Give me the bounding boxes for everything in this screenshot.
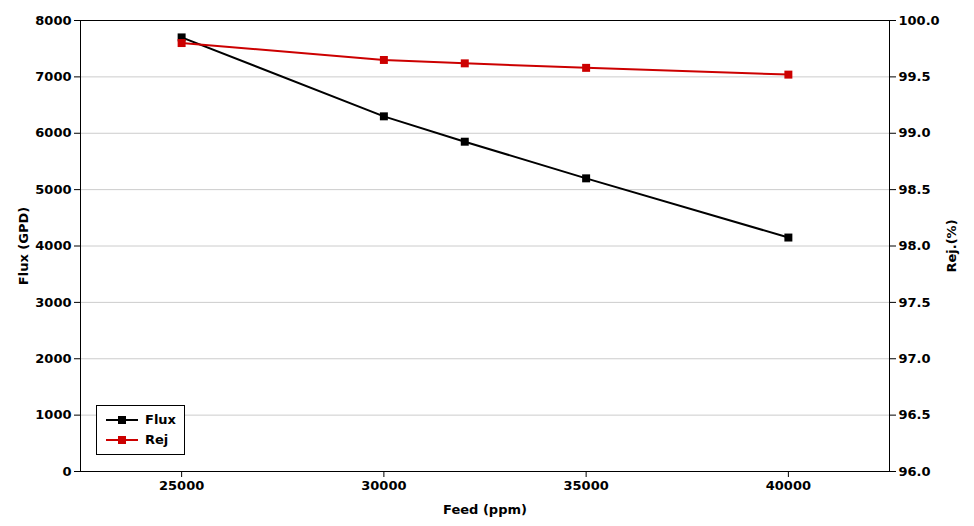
svg-text:8000: 8000 [35, 13, 71, 28]
svg-text:Flux (GPD): Flux (GPD) [16, 207, 31, 285]
svg-text:Feed (ppm): Feed (ppm) [443, 502, 527, 517]
svg-text:1000: 1000 [35, 407, 71, 422]
svg-text:100.0: 100.0 [899, 13, 940, 28]
svg-text:Rej.(%): Rej.(%) [944, 219, 959, 272]
svg-text:97.5: 97.5 [899, 295, 931, 310]
html-text:Rej: Rej [145, 432, 169, 447]
svg-text:98.5: 98.5 [899, 182, 931, 197]
svg-text:5000: 5000 [35, 182, 71, 197]
svg-text:7000: 7000 [35, 69, 71, 84]
svg-text:99.0: 99.0 [899, 125, 931, 140]
svg-text:30000: 30000 [361, 478, 406, 493]
svg-text:0: 0 [62, 464, 71, 479]
svg-text:25000: 25000 [159, 478, 204, 493]
svg-text:35000: 35000 [564, 478, 609, 493]
svg-text:4000: 4000 [35, 238, 71, 253]
svg-text:98.0: 98.0 [899, 238, 931, 253]
html-text:Flux: Flux [145, 412, 176, 427]
svg-text:6000: 6000 [35, 125, 71, 140]
svg-text:99.5: 99.5 [899, 69, 931, 84]
svg-text:2000: 2000 [35, 351, 71, 366]
svg-text:40000: 40000 [766, 478, 811, 493]
svg-text:97.0: 97.0 [899, 351, 931, 366]
svg-text:96.5: 96.5 [899, 407, 931, 422]
svg-text:3000: 3000 [35, 295, 71, 310]
svg-text:96.0: 96.0 [899, 464, 931, 479]
